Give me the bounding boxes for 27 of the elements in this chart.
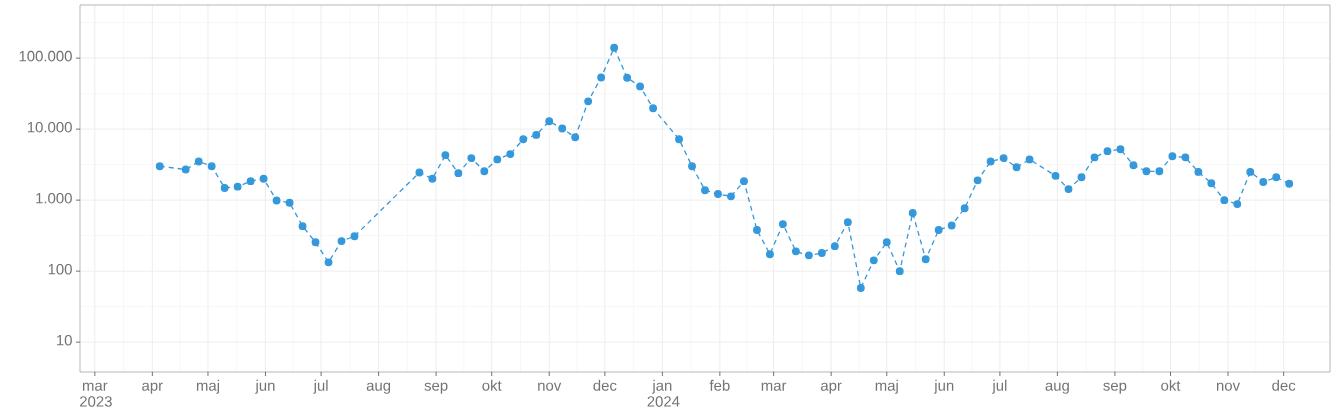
x-tick-label: sep: [1103, 382, 1127, 394]
x-tick-label: dec: [1272, 379, 1296, 391]
y-tick-label: 100.000: [19, 50, 72, 62]
x-tick-label: aug: [366, 382, 391, 394]
x-tick-label: jul: [313, 379, 328, 394]
x-tick-label: okt: [482, 379, 502, 391]
x-tick-label: maj: [875, 379, 898, 394]
x-tick-label: apr: [142, 382, 163, 394]
x-tick-label: nov: [538, 382, 562, 391]
x-tick-label: nov: [1216, 382, 1241, 391]
x-tick-label: mar: [761, 382, 787, 391]
x-tick-label: jun: [255, 379, 275, 394]
y-tick-label: 10.000: [27, 121, 72, 133]
x-tick-label: jan 2024: [647, 379, 680, 407]
x-tick-label: okt: [1161, 379, 1181, 391]
x-tick-label: sep: [424, 382, 448, 394]
x-tick-label: jul: [992, 379, 1007, 394]
x-tick-label: mar 2023: [80, 382, 112, 407]
y-tick-label: 1.000: [36, 192, 72, 204]
x-tick-label: dec: [593, 379, 617, 391]
x-tick-label: apr: [820, 382, 842, 394]
x-tick-label: maj: [196, 379, 219, 394]
x-tick-label: aug: [1045, 382, 1069, 394]
y-tick-label: 100: [48, 263, 72, 275]
y-tick-label: 10: [57, 334, 72, 346]
x-tick-label: jun: [933, 379, 954, 394]
x-tick-label: feb: [709, 379, 730, 391]
